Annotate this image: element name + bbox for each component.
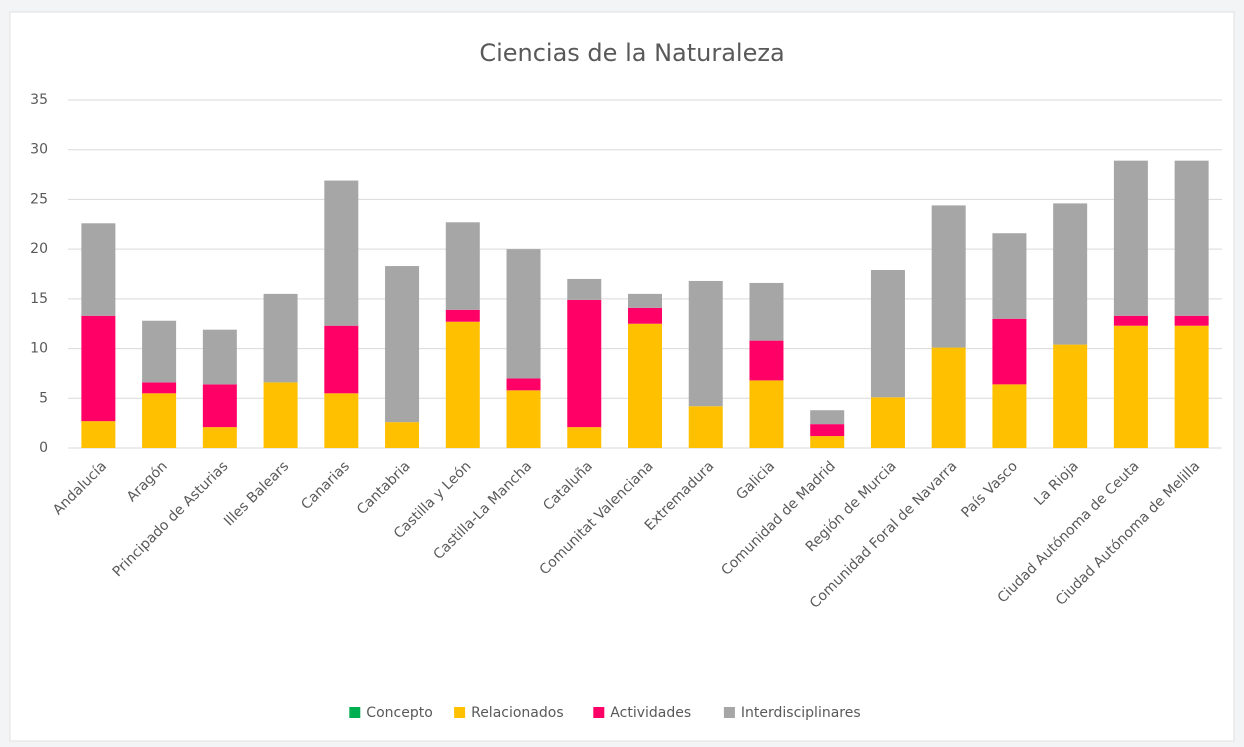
bar-segment [445, 222, 480, 310]
bar-segment [628, 293, 662, 308]
y-tick-label: 30 [30, 142, 48, 158]
bar-segment [81, 421, 116, 448]
bar-segment [870, 397, 905, 448]
bar-segment [1174, 325, 1209, 448]
bar-segment [263, 293, 298, 383]
bar-segment [1113, 325, 1148, 448]
y-tick-label: 25 [30, 191, 48, 207]
bar-segment [142, 320, 177, 383]
bar-segment [1113, 315, 1148, 326]
bar-segment [202, 427, 237, 448]
bar-segment [324, 180, 359, 326]
bar-segment [628, 323, 662, 448]
bar-segment [81, 223, 116, 316]
legend-swatch [593, 707, 605, 718]
y-tick-label: 35 [30, 92, 48, 108]
bar-segment [810, 424, 845, 437]
y-tick-label: 5 [39, 390, 48, 406]
y-tick-label: 10 [30, 341, 48, 357]
bar-segment [749, 282, 784, 341]
chart-title: Ciencias de la Naturaleza [479, 39, 784, 67]
bar-segment [931, 205, 966, 348]
bar-segment [567, 278, 602, 300]
bar-segment [567, 299, 602, 428]
legend-swatch [349, 707, 361, 718]
bar-segment [445, 309, 480, 322]
bar-segment [1113, 160, 1148, 316]
legend-label: Actividades [610, 705, 691, 721]
legend-swatch [723, 707, 735, 718]
bar-segment [688, 280, 723, 407]
bar-segment [749, 340, 784, 381]
bar-segment [931, 347, 966, 448]
y-tick-label: 20 [30, 241, 48, 257]
bar-segment [202, 384, 237, 428]
bar-segment [324, 325, 359, 394]
bar-segment [506, 378, 541, 391]
legend-label: Relacionados [471, 705, 564, 721]
legend-swatch [454, 707, 466, 718]
bar-segment [749, 380, 784, 448]
bar-segment [324, 393, 359, 448]
bar-segment [688, 406, 723, 448]
bar-segment [992, 384, 1027, 448]
legend-label: Concepto [366, 705, 432, 721]
bar-segment [142, 393, 177, 448]
bar-segment [445, 321, 480, 448]
bar-segment [506, 249, 541, 379]
y-tick-label: 15 [30, 291, 48, 307]
bar-segment [263, 382, 298, 448]
bar-segment [385, 422, 420, 448]
bar-segment [870, 270, 905, 398]
bar-segment [385, 266, 420, 423]
bar-segment [992, 233, 1027, 319]
bar-segment [1053, 344, 1088, 448]
bar-segment [1174, 315, 1209, 326]
bar-segment [202, 329, 237, 385]
bar-segment [506, 390, 541, 448]
bar-segment [1053, 203, 1088, 345]
chart-area [9, 11, 1235, 742]
bar-segment [567, 427, 602, 448]
legend-label: Interdisciplinares [741, 705, 861, 721]
bar-segment [810, 436, 845, 448]
bar-segment [628, 307, 662, 324]
bar-segment [1174, 160, 1209, 316]
bar-segment [81, 315, 116, 422]
bar-segment [992, 318, 1027, 385]
y-tick-label: 0 [39, 440, 48, 456]
bar-segment [810, 410, 845, 425]
bar-segment [142, 382, 177, 394]
